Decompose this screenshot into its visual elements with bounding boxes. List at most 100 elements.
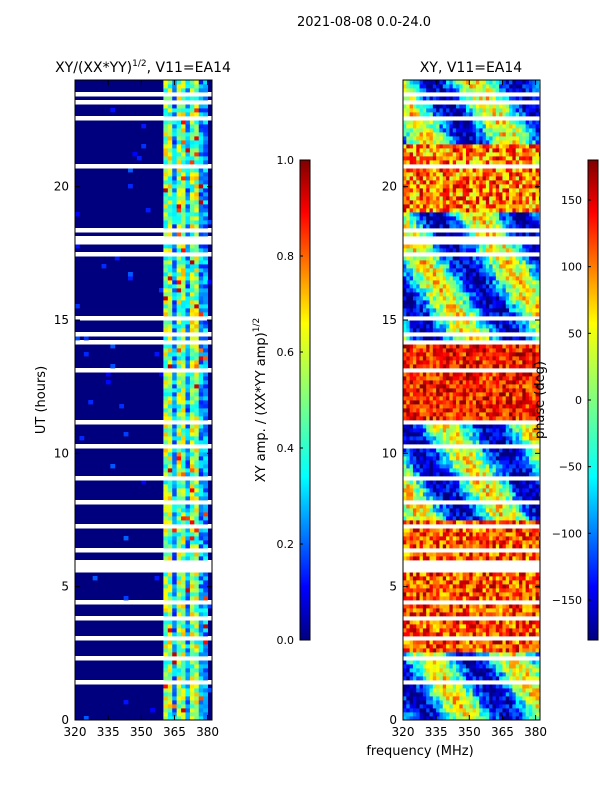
heatmap-cell	[526, 400, 530, 404]
heatmap-cell	[416, 712, 420, 716]
heatmap-cell	[168, 176, 173, 180]
heatmap-cell	[479, 520, 483, 524]
heatmap-cell	[406, 392, 410, 396]
heatmap-cell	[203, 268, 208, 272]
heatmap-cell	[473, 480, 477, 484]
heatmap-cell	[119, 404, 124, 408]
heatmap-cell	[509, 432, 513, 436]
heatmap-cell	[203, 108, 208, 112]
heatmap-cell	[436, 672, 440, 676]
heatmap-cell	[526, 348, 530, 352]
heatmap-cell	[439, 528, 443, 532]
heatmap-cell	[185, 712, 190, 716]
heatmap-cell	[489, 396, 493, 400]
heatmap-cell	[492, 624, 496, 628]
heatmap-cell	[526, 388, 530, 392]
heatmap-cell	[496, 708, 500, 712]
heatmap-cell	[190, 112, 195, 116]
heatmap-cell	[473, 440, 477, 444]
heatmap-cell	[413, 336, 417, 340]
heatmap-cell	[426, 708, 430, 712]
heatmap-cell	[502, 700, 506, 704]
heatmap-cell	[526, 412, 530, 416]
heatmap-cell	[436, 540, 440, 544]
heatmap-cell	[177, 208, 182, 212]
heatmap-cell	[194, 120, 199, 124]
heatmap-cell	[496, 608, 500, 612]
heatmap-cell	[406, 432, 410, 436]
heatmap-cell	[420, 384, 424, 388]
heatmap-cell	[506, 540, 510, 544]
heatmap-cell	[199, 508, 204, 512]
heatmap-cell	[469, 388, 473, 392]
heatmap-cell	[479, 664, 483, 668]
heatmap-cell	[177, 300, 182, 304]
heatmap-cell	[519, 496, 523, 500]
heatmap-cell	[181, 84, 186, 88]
heatmap-cell	[509, 372, 513, 376]
heatmap-cell	[403, 424, 407, 428]
heatmap-cell	[168, 148, 173, 152]
heatmap-cell	[181, 232, 186, 236]
heatmap-cell	[449, 372, 453, 376]
heatmap-cell	[185, 288, 190, 292]
heatmap-cell	[506, 536, 510, 540]
heatmap-cell	[439, 516, 443, 520]
heatmap-cell	[479, 376, 483, 380]
heatmap-cell	[489, 604, 493, 608]
heatmap-cell	[433, 360, 437, 364]
heatmap-cell	[489, 552, 493, 556]
heatmap-cell	[519, 700, 523, 704]
heatmap-cell	[190, 528, 195, 532]
heatmap-cell	[479, 496, 483, 500]
heatmap-cell	[423, 424, 427, 428]
heatmap-cell	[489, 556, 493, 560]
heatmap-cell	[181, 496, 186, 500]
heatmap-cell	[403, 324, 407, 328]
heatmap-cell	[499, 344, 503, 348]
heatmap-cell	[496, 328, 500, 332]
heatmap-cell	[439, 608, 443, 612]
heatmap-cell	[203, 536, 208, 540]
heatmap-cell	[506, 364, 510, 368]
heatmap-cell	[479, 572, 483, 576]
heatmap-cell	[439, 496, 443, 500]
heatmap-cell	[539, 628, 543, 632]
heatmap-cell	[479, 488, 483, 492]
heatmap-cell	[476, 440, 480, 444]
heatmap-cell	[519, 372, 523, 376]
heatmap-cell	[172, 692, 177, 696]
heatmap-cell	[413, 448, 417, 452]
heatmap-cell	[489, 704, 493, 708]
heatmap-cell	[172, 276, 177, 280]
heatmap-cell	[489, 460, 493, 464]
heatmap-cell	[423, 580, 427, 584]
heatmap-cell	[529, 556, 533, 560]
heatmap-cell	[449, 520, 453, 524]
heatmap-cell	[416, 588, 420, 592]
heatmap-cell	[526, 604, 530, 608]
heatmap-cell	[406, 396, 410, 400]
heatmap-cell	[459, 528, 463, 532]
heatmap-cell	[506, 516, 510, 520]
heatmap-cell	[443, 424, 447, 428]
heatmap-cell	[453, 456, 457, 460]
heatmap-cell	[185, 532, 190, 536]
heatmap-cell	[185, 520, 190, 524]
heatmap-cell	[433, 484, 437, 488]
heatmap-cell	[526, 536, 530, 540]
heatmap-cell	[194, 496, 199, 500]
heatmap-cell	[430, 536, 434, 540]
heatmap-cell	[486, 348, 490, 352]
heatmap-cell	[539, 552, 543, 556]
heatmap-cell	[172, 388, 177, 392]
heatmap-cell	[439, 400, 443, 404]
heatmap-cell	[486, 520, 490, 524]
heatmap-cell	[536, 668, 540, 672]
heatmap-cell	[163, 572, 168, 576]
heatmap-cell	[190, 104, 195, 108]
heatmap-cell	[469, 324, 473, 328]
heatmap-cell	[177, 220, 182, 224]
heatmap-cell	[489, 364, 493, 368]
heatmap-cell	[172, 292, 177, 296]
